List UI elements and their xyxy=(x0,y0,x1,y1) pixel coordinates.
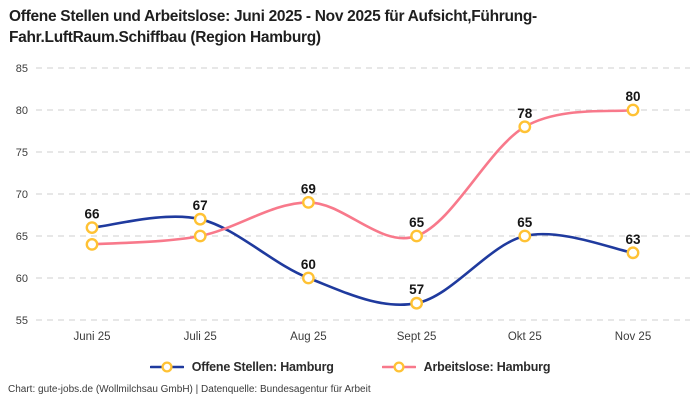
data-point-marker xyxy=(301,271,315,285)
data-point-label: 66 xyxy=(84,207,100,222)
legend-swatch-marker-icon xyxy=(161,361,173,373)
data-point-marker xyxy=(410,229,423,243)
chart-legend: Offene Stellen: Hamburg Arbeitslose: Ham… xyxy=(0,360,700,374)
y-axis-tick-label: 60 xyxy=(16,273,28,285)
legend-item-arbeitslose: Arbeitslose: Hamburg xyxy=(381,360,551,374)
data-point-marker xyxy=(301,195,315,209)
data-point-label: 65 xyxy=(409,215,425,230)
data-point-label: 57 xyxy=(409,282,424,297)
chart-title: Offene Stellen und Arbeitslose: Juni 202… xyxy=(9,6,692,48)
data-point-label: 63 xyxy=(625,232,641,247)
chart-title-line1: Offene Stellen und Arbeitslose: Juni 202… xyxy=(9,8,537,25)
data-point-marker xyxy=(85,237,99,251)
legend-swatch-line-circle-icon xyxy=(149,361,184,373)
data-point-marker xyxy=(193,212,207,226)
data-point-marker xyxy=(626,246,640,260)
series-line-0 xyxy=(90,215,635,306)
y-axis-tick-label: 55 xyxy=(16,315,28,327)
data-point-label: 78 xyxy=(517,106,533,121)
data-point-marker xyxy=(518,120,532,134)
legend-label-offene-stellen: Offene Stellen: Hamburg xyxy=(191,360,334,374)
legend-label-arbeitslose: Arbeitslose: Hamburg xyxy=(423,360,551,374)
y-axis-tick-label: 75 xyxy=(16,147,28,159)
data-point-marker xyxy=(626,103,640,117)
data-point-label: 67 xyxy=(193,198,208,213)
data-point-label: 80 xyxy=(625,89,640,104)
x-axis-tick-label: Juli 25 xyxy=(184,331,217,343)
x-axis-tick-label: Sept 25 xyxy=(397,331,437,343)
legend-swatch-marker-icon xyxy=(393,361,405,373)
data-point-label: 65 xyxy=(517,215,533,230)
data-point-marker xyxy=(518,229,532,243)
legend-swatch-line-circle-icon xyxy=(381,361,416,373)
x-axis-tick-label: Juni 25 xyxy=(73,331,110,343)
x-axis-tick-label: Okt 25 xyxy=(508,331,542,343)
data-point-marker xyxy=(85,221,99,235)
series-line-1 xyxy=(90,108,635,246)
data-point-marker xyxy=(410,296,423,310)
y-axis-tick-label: 65 xyxy=(16,231,28,243)
data-point-marker xyxy=(193,229,207,243)
y-axis-tick-label: 85 xyxy=(16,63,28,75)
y-axis-tick-label: 70 xyxy=(16,189,28,201)
legend-item-offene-stellen: Offene Stellen: Hamburg xyxy=(149,360,334,374)
x-axis-tick-label: Aug 25 xyxy=(290,331,326,343)
chart-title-line2: Fahr.LuftRaum.Schiffbau (Region Hamburg) xyxy=(9,29,321,46)
x-axis-tick-label: Nov 25 xyxy=(615,331,651,343)
data-point-label: 69 xyxy=(301,181,316,196)
y-axis-tick-label: 80 xyxy=(16,105,28,117)
data-point-label: 60 xyxy=(301,257,316,272)
attribution-footer: Chart: gute-jobs.de (Wollmilchsau GmbH) … xyxy=(8,384,371,395)
